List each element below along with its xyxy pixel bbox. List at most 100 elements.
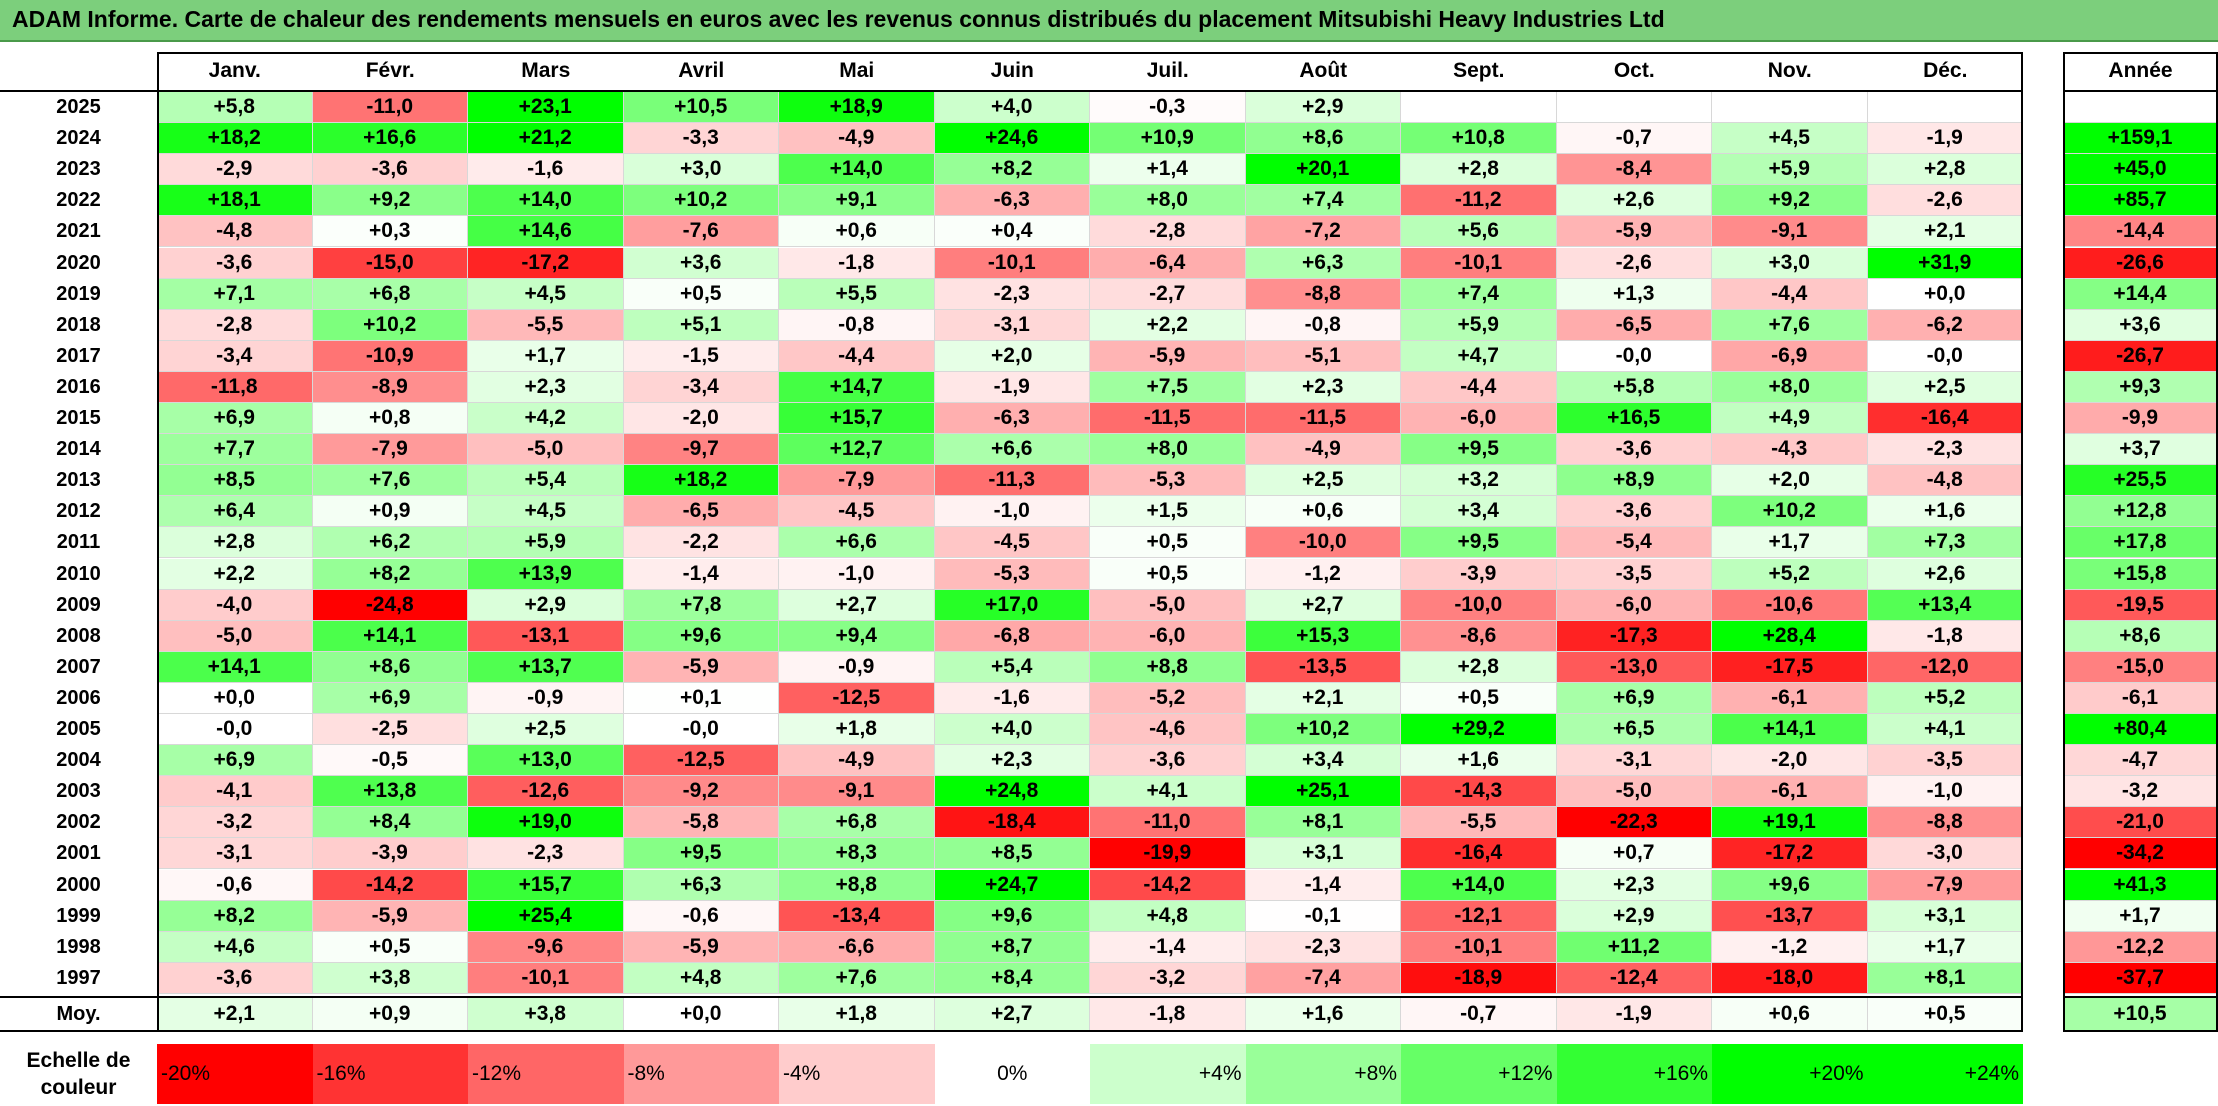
heatmap-cell: +2,9	[1245, 92, 1401, 124]
heatmap-cell: -11,2	[1401, 185, 1557, 217]
heatmap-cell: -5,5	[1401, 807, 1557, 839]
heatmap-cell: +4,6	[157, 931, 313, 963]
column-header-5: Mai	[839, 59, 875, 82]
heatmap-cell: -0,6	[623, 900, 779, 932]
heatmap-cell: -6,5	[1556, 309, 1712, 341]
heatmap-cell: -0,1	[1245, 900, 1401, 932]
heatmap-cell: +14,1	[312, 620, 468, 652]
heatmap-cell: +29,2	[1401, 714, 1557, 746]
scale-stop: +20%	[1712, 1044, 1868, 1104]
heatmap-cell: -1,9	[934, 371, 1090, 403]
heatmap-cell: +5,9	[1401, 309, 1557, 341]
column-header-10: Oct.	[1613, 59, 1655, 82]
heatmap-cell: +3,8	[312, 962, 468, 994]
heatmap-cell: -3,1	[157, 838, 313, 870]
annual-cell: -14,4	[2063, 216, 2218, 248]
scale-stop: -20%	[157, 1044, 313, 1104]
row-label-2009: 2009	[56, 593, 101, 616]
heatmap-cell: -17,2	[1712, 838, 1868, 870]
heatmap-cell: -2,8	[1090, 216, 1246, 248]
row-label-2016: 2016	[56, 375, 101, 398]
row-label-2017: 2017	[56, 344, 101, 367]
heatmap-cell: -0,0	[1867, 340, 2023, 372]
heatmap-cell: +3,2	[1401, 465, 1557, 497]
average-cell: +1,6	[1245, 997, 1401, 1032]
heatmap-cell	[1556, 92, 1712, 124]
heatmap-cell: +31,9	[1867, 247, 2023, 279]
heatmap-cell: +6,4	[157, 496, 313, 528]
heatmap-cell: -14,2	[1090, 869, 1246, 901]
average-cell: +0,9	[312, 997, 468, 1032]
heatmap-cell: -10,1	[1401, 931, 1557, 963]
heatmap-cell	[1401, 92, 1557, 124]
heatmap-cell: +4,8	[1090, 900, 1246, 932]
row-label-1999: 1999	[56, 904, 101, 927]
heatmap-cell: -4,1	[157, 776, 313, 808]
heatmap-cell	[1867, 92, 2023, 124]
heatmap-cell: +6,2	[312, 527, 468, 559]
heatmap-cell: +4,1	[1867, 714, 2023, 746]
annual-cell: +12,8	[2063, 496, 2218, 528]
heatmap-cell: -16,4	[1401, 838, 1557, 870]
heatmap-cell: -13,7	[1712, 900, 1868, 932]
heatmap-cell: +8,0	[1712, 371, 1868, 403]
row-label-2025: 2025	[56, 96, 101, 119]
heatmap-cell: -5,3	[934, 558, 1090, 590]
row-label-2008: 2008	[56, 624, 101, 647]
annual-cell: +159,1	[2063, 123, 2218, 155]
heatmap-cell: -1,6	[468, 154, 624, 186]
annual-cell: +41,3	[2063, 869, 2218, 901]
heatmap-cell: -1,5	[623, 340, 779, 372]
heatmap-cell: +20,1	[1245, 154, 1401, 186]
heatmap-cell: +18,1	[157, 185, 313, 217]
heatmap-cell: +0,0	[157, 682, 313, 714]
average-cell: +0,6	[1712, 997, 1868, 1032]
heatmap-cell: -0,3	[1090, 92, 1246, 124]
heatmap-cell: +3,1	[1867, 900, 2023, 932]
column-header-2: Févr.	[365, 59, 415, 82]
heatmap-cell: +17,0	[934, 589, 1090, 621]
heatmap-cell: -7,9	[779, 465, 935, 497]
heatmap-cell: +2,0	[934, 340, 1090, 372]
heatmap-cell: -11,3	[934, 465, 1090, 497]
row-label-2011: 2011	[56, 531, 101, 554]
heatmap-cell: -4,8	[1867, 465, 2023, 497]
heatmap-cell: -12,4	[1556, 962, 1712, 994]
heatmap-cell: -2,8	[157, 309, 313, 341]
annual-cell: -6,1	[2063, 682, 2218, 714]
heatmap-cell: -2,0	[1712, 745, 1868, 777]
heatmap-cell: +3,4	[1401, 496, 1557, 528]
heatmap-cell: -2,9	[157, 154, 313, 186]
heatmap-cell: -10,1	[934, 247, 1090, 279]
heatmap-cell: +7,3	[1867, 527, 2023, 559]
average-annual-cell: +10,5	[2063, 997, 2218, 1032]
heatmap-cell: +21,2	[468, 123, 624, 155]
heatmap-cell: +19,0	[468, 807, 624, 839]
annual-cell: +85,7	[2063, 185, 2218, 217]
column-header-4: Avril	[678, 59, 725, 82]
annual-cell: +25,5	[2063, 465, 2218, 497]
heatmap-cell: -2,3	[1867, 434, 2023, 466]
heatmap-cell: +1,5	[1090, 496, 1246, 528]
heatmap-cell: +13,4	[1867, 589, 2023, 621]
heatmap-cell: +1,6	[1867, 496, 2023, 528]
heatmap-cell: +2,8	[157, 527, 313, 559]
row-label-2019: 2019	[56, 282, 101, 305]
heatmap-cell: -4,8	[157, 216, 313, 248]
heatmap-cell: +18,9	[779, 92, 935, 124]
heatmap-cell: +0,5	[1090, 527, 1246, 559]
heatmap-cell: -4,9	[1245, 434, 1401, 466]
heatmap-cell: -0,7	[1556, 123, 1712, 155]
heatmap-cell: -15,0	[312, 247, 468, 279]
heatmap-cell: +8,0	[1090, 185, 1246, 217]
heatmap-cell: +18,2	[157, 123, 313, 155]
heatmap-cell: -12,5	[779, 682, 935, 714]
heatmap-cell: -3,2	[157, 807, 313, 839]
heatmap-cell: +25,1	[1245, 776, 1401, 808]
heatmap-cell: -5,0	[468, 434, 624, 466]
annual-cell: -26,6	[2063, 247, 2218, 279]
heatmap-cell: +8,1	[1867, 962, 2023, 994]
heatmap-cell: +4,5	[1712, 123, 1868, 155]
heatmap-cell: +6,8	[312, 278, 468, 310]
heatmap-cell: -4,4	[779, 340, 935, 372]
